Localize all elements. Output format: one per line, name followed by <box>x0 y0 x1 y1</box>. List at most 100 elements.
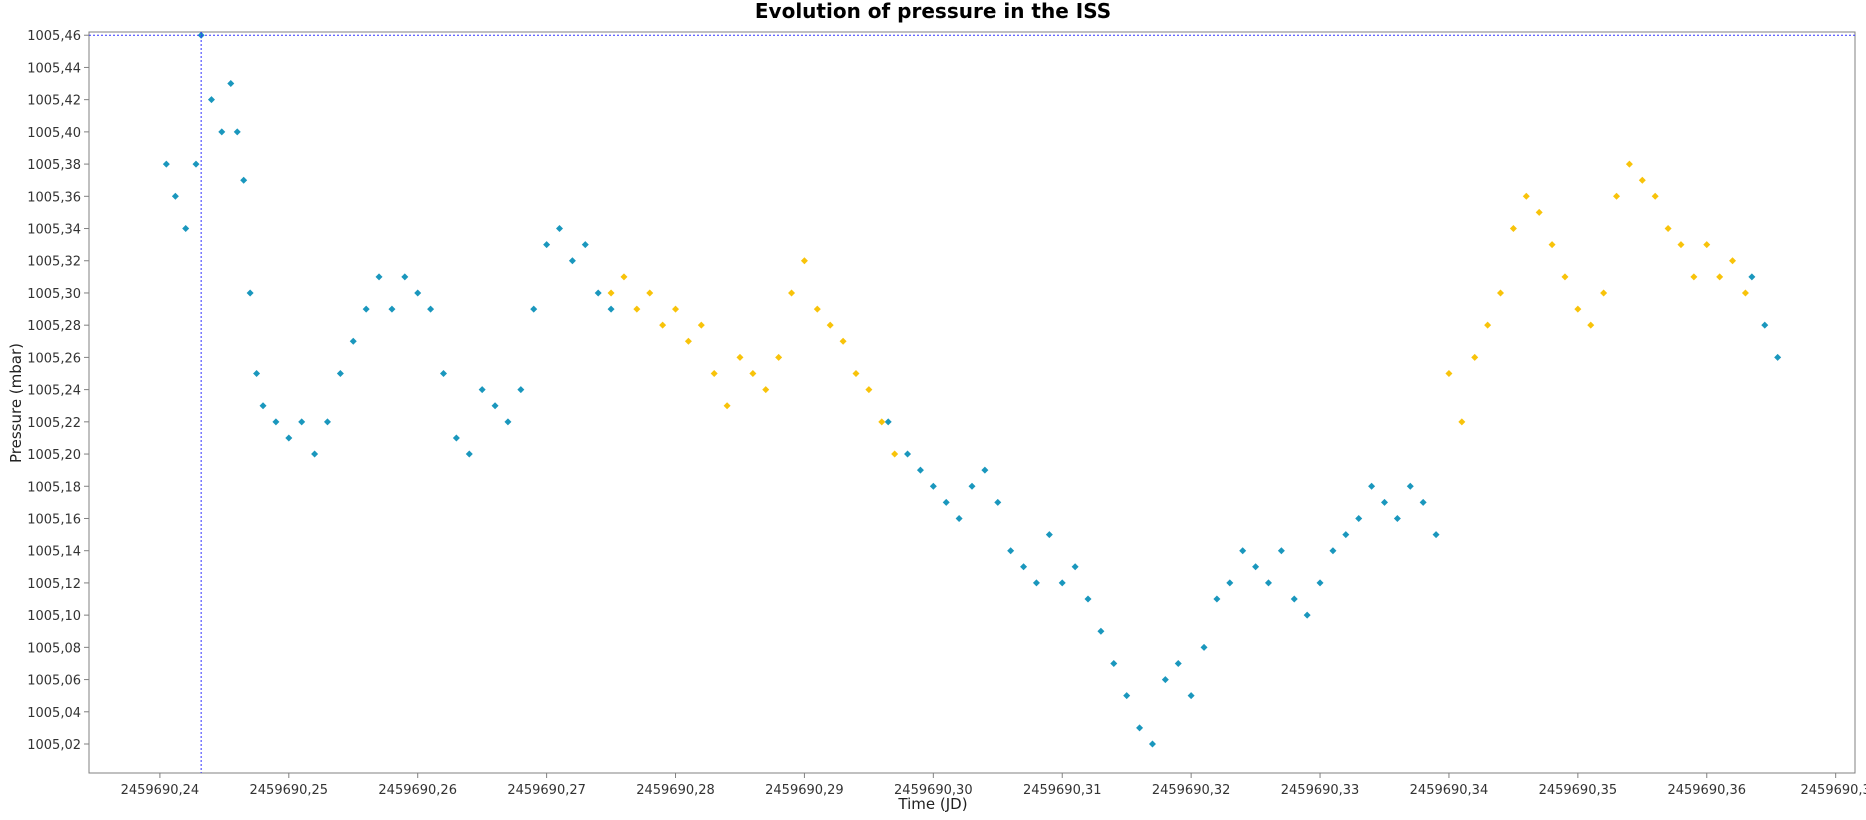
data-points <box>162 31 1782 748</box>
data-point <box>556 225 564 233</box>
data-point <box>981 466 989 474</box>
data-point <box>607 289 615 297</box>
y-tick-label: 1005,20 <box>27 448 81 463</box>
data-point <box>162 160 170 168</box>
data-point <box>646 289 654 297</box>
data-point <box>1303 611 1311 619</box>
data-point <box>1148 740 1156 748</box>
data-point <box>1174 659 1182 667</box>
data-point <box>1200 643 1208 651</box>
data-point <box>1690 273 1698 281</box>
data-point <box>1110 659 1118 667</box>
data-point <box>1406 482 1414 490</box>
data-point <box>323 418 331 426</box>
data-point <box>1161 676 1169 684</box>
data-point <box>1664 225 1672 233</box>
y-tick-label: 1005,04 <box>27 706 81 721</box>
x-tick-label: 2459690,35 <box>1539 783 1618 798</box>
data-point <box>465 450 473 458</box>
data-point <box>775 353 783 361</box>
data-point <box>839 337 847 345</box>
data-point <box>942 498 950 506</box>
data-point <box>1497 289 1505 297</box>
data-point <box>1748 273 1756 281</box>
y-tick-label: 1005,42 <box>27 94 81 109</box>
data-point <box>272 418 280 426</box>
data-point <box>362 305 370 313</box>
data-point <box>749 370 757 378</box>
data-point <box>1522 192 1530 200</box>
x-tick-label: 2459690,30 <box>894 783 973 798</box>
data-point <box>1123 692 1131 700</box>
y-tick-label: 1005,08 <box>27 641 81 656</box>
y-tick-label: 1005,44 <box>27 61 81 76</box>
y-tick-label: 1005,12 <box>27 577 81 592</box>
data-point <box>1716 273 1724 281</box>
data-point <box>491 402 499 410</box>
y-tick-label: 1005,14 <box>27 545 81 560</box>
x-tick-label: 2459690,29 <box>765 783 844 798</box>
y-tick-label: 1005,30 <box>27 287 81 302</box>
data-point <box>762 386 770 394</box>
data-point <box>298 418 306 426</box>
data-point <box>218 128 226 136</box>
y-tick-label: 1005,22 <box>27 416 81 431</box>
y-tick-label: 1005,18 <box>27 480 81 495</box>
x-tick-label: 2459690,28 <box>636 783 715 798</box>
data-point <box>684 337 692 345</box>
x-tick-label: 2459690,24 <box>121 783 200 798</box>
data-point <box>884 418 892 426</box>
data-point <box>1651 192 1659 200</box>
data-point <box>633 305 641 313</box>
data-point <box>916 466 924 474</box>
data-point <box>349 337 357 345</box>
data-point <box>1277 547 1285 555</box>
data-point <box>1729 257 1737 265</box>
data-point <box>607 305 615 313</box>
data-point <box>891 450 899 458</box>
data-point <box>1432 531 1440 539</box>
data-point <box>659 321 667 329</box>
data-point <box>1226 579 1234 587</box>
data-point <box>697 321 705 329</box>
data-point <box>1703 241 1711 249</box>
x-tick-label: 2459690,33 <box>1281 783 1360 798</box>
data-point <box>207 96 215 104</box>
y-tick-label: 1005,34 <box>27 223 81 238</box>
data-point <box>1264 579 1272 587</box>
data-point <box>1484 321 1492 329</box>
data-point <box>1638 176 1646 184</box>
data-point <box>929 482 937 490</box>
data-point <box>1058 579 1066 587</box>
data-point <box>581 241 589 249</box>
data-point <box>1020 563 1028 571</box>
x-tick-label: 2459690,3 <box>1801 783 1866 798</box>
data-point <box>1613 192 1621 200</box>
y-tick-label: 1005,06 <box>27 674 81 689</box>
data-point <box>1329 547 1337 555</box>
data-point <box>1587 321 1595 329</box>
x-tick-label: 2459690,27 <box>507 783 586 798</box>
data-point <box>1471 353 1479 361</box>
data-point <box>246 289 254 297</box>
data-point <box>182 225 190 233</box>
data-point <box>1393 514 1401 522</box>
data-point <box>439 370 447 378</box>
data-point <box>1368 482 1376 490</box>
data-point <box>1290 595 1298 603</box>
plot-area <box>88 31 1856 774</box>
data-point <box>253 370 261 378</box>
data-point <box>192 160 200 168</box>
data-point <box>375 273 383 281</box>
y-tick-label: 1005,32 <box>27 255 81 270</box>
data-point <box>620 273 628 281</box>
data-point <box>723 402 731 410</box>
data-point <box>452 434 460 442</box>
data-point <box>1774 353 1782 361</box>
data-point <box>1045 531 1053 539</box>
data-point <box>1213 595 1221 603</box>
data-point <box>710 370 718 378</box>
data-point <box>388 305 396 313</box>
data-point <box>1677 241 1685 249</box>
